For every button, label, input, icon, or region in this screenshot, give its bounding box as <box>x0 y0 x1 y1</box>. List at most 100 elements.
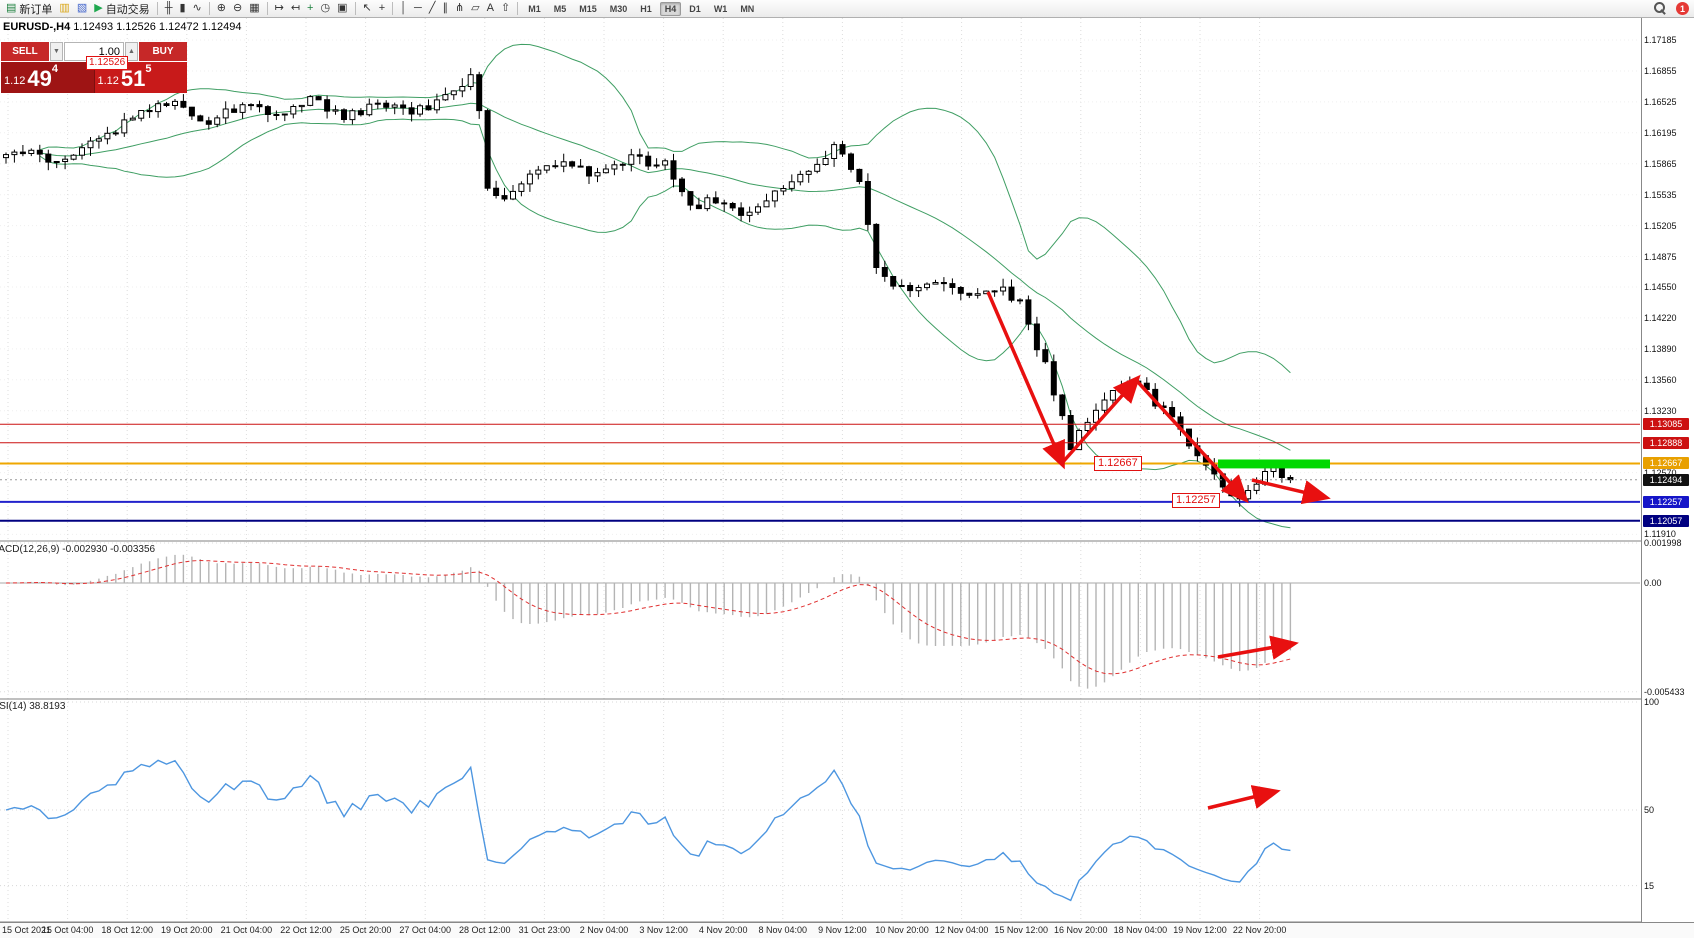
time-axis[interactable]: 15 Oct 2021 15 Oct 04:00 18 Oct 12:00 19 Oc… <box>0 922 1694 938</box>
price-line-label[interactable]: 1.13085 <box>1643 418 1689 431</box>
chart-shift-button[interactable]: ↤ <box>288 1 303 17</box>
periods-button[interactable]: ◷ <box>317 1 333 17</box>
price-scale-label: 1.13230 <box>1644 405 1677 416</box>
price-line-label[interactable]: 1.12494 <box>1643 473 1689 486</box>
line-chart-icon: ∿ <box>192 2 202 14</box>
channel-button[interactable]: ∥ <box>439 1 451 17</box>
timeframe-h1-button[interactable]: H1 <box>640 3 652 14</box>
price-line-label[interactable]: 1.12888 <box>1643 436 1689 449</box>
trend-arrow[interactable] <box>1251 478 1331 505</box>
price-scale-label: 1.16855 <box>1644 65 1677 76</box>
vertical-line-button[interactable]: │ <box>397 1 410 17</box>
timeframe-w1-button[interactable]: W1 <box>713 3 728 14</box>
order-price-label[interactable]: 1.12526 <box>86 56 129 70</box>
autotrading-button-label: 自动交易 <box>105 3 150 16</box>
sell-price[interactable]: 1.12 49 4 <box>1 62 95 93</box>
price-scale-label: 1.13890 <box>1644 343 1677 354</box>
time-axis-label: 12 Nov 04:00 <box>934 925 989 935</box>
symbol-period-label: EURUSD-,H4 <box>3 21 71 33</box>
shapes-button[interactable]: ▱ <box>468 1 482 17</box>
bollinger-middle-band[interactable] <box>39 102 1291 451</box>
time-axis-label: 22 Nov 20:00 <box>1232 925 1287 935</box>
time-axis-label: 18 Oct 12:00 <box>101 925 153 935</box>
trend-arrow[interactable] <box>1217 635 1299 660</box>
auto-scroll-button[interactable]: ↦ <box>272 1 287 17</box>
tile-windows-button[interactable]: ▦ <box>246 1 262 17</box>
price-scale-label: 1.14550 <box>1644 281 1677 292</box>
channel-icon: ∥ <box>442 2 448 14</box>
toolbar: ▤ 新订单 ▥ ▧ ▶ 自动交易 ╫ ▮ ∿ ⊕ ⊖ ▦ ↦ ↤ + ◷ ▣ ↖ + │ ─ ╱ ∥ ⋔ ▱ A ⇧ M1 M5 M15 M… <box>0 0 1694 18</box>
timeframe-m15-button[interactable]: M15 <box>579 3 597 14</box>
templates-button[interactable]: ▣ <box>334 1 350 17</box>
toolbar-separator <box>266 2 268 15</box>
timeframe-m1-button[interactable]: M1 <box>528 3 541 14</box>
shapes-icon: ▱ <box>471 2 480 14</box>
timeframe-mn-button[interactable]: MN <box>740 3 755 14</box>
timeframe-h4-button[interactable]: H4 <box>659 1 682 16</box>
indicators-button[interactable]: + <box>304 1 316 17</box>
text-button[interactable]: A <box>484 1 497 17</box>
price-line-label[interactable]: 1.12667 <box>1643 457 1689 470</box>
timeframe-d1-button[interactable]: D1 <box>689 3 701 14</box>
time-axis-label: 18 Nov 04:00 <box>1113 925 1168 935</box>
autotrading-button[interactable]: ▶ 自动交易 <box>91 1 152 17</box>
rsi-scale-label: 50 <box>1644 805 1655 815</box>
chart-title: EURUSD-,H4 1.12493 1.12526 1.12472 1.124… <box>3 21 242 33</box>
candlestick-chart-icon: ▮ <box>179 2 186 14</box>
trendline-button[interactable]: ╱ <box>426 1 439 17</box>
price-scale[interactable]: 1.17185 1.16855 1.16525 1.16195 1.15865 1.155… <box>1641 18 1694 922</box>
timeframe-m5-button[interactable]: M5 <box>553 3 567 14</box>
fibonacci-icon: ⋔ <box>454 2 465 14</box>
volume-increase-button[interactable]: ▲ <box>125 42 138 61</box>
arrows-button[interactable]: ⇧ <box>498 1 513 17</box>
sell-button[interactable]: SELL <box>1 42 49 61</box>
bollinger-upper-band[interactable] <box>39 43 1291 374</box>
bar-chart-button[interactable]: ╫ <box>162 1 176 17</box>
time-axis-label: 25 Oct 20:00 <box>339 925 392 935</box>
volume-decrease-button[interactable]: ▼ <box>50 42 63 61</box>
trend-arrow[interactable] <box>986 291 1065 470</box>
rsi-scale-label: 15 <box>1644 880 1655 891</box>
search-icon[interactable] <box>1654 2 1667 15</box>
indicators-icon: + <box>307 2 314 14</box>
fibonacci-button[interactable]: ⋔ <box>452 1 467 17</box>
horizontal-line-button[interactable]: ─ <box>411 1 425 17</box>
time-axis-label: 3 Nov 12:00 <box>639 925 688 935</box>
resistance-price-label[interactable]: 1.12667 <box>1094 456 1142 471</box>
trend-arrow[interactable] <box>1060 374 1141 465</box>
time-axis-label: 9 Nov 12:00 <box>818 925 867 935</box>
macd-signal-line <box>5 559 1291 675</box>
cursor-button[interactable]: ↖ <box>360 1 375 17</box>
line-chart-button[interactable]: ∿ <box>190 1 205 17</box>
time-axis-label: 28 Oct 12:00 <box>459 925 511 935</box>
toolbar-separator <box>517 2 519 15</box>
candlestick-chart-button[interactable]: ▮ <box>176 1 188 17</box>
price-scale-label: 1.12570 <box>1644 467 1677 478</box>
trend-arrow[interactable] <box>1134 378 1249 504</box>
charts-folder-button[interactable]: ▥ <box>56 1 72 17</box>
support-price-label[interactable]: 1.12257 <box>1172 493 1220 508</box>
zoom-out-icon: ⊖ <box>232 2 243 14</box>
price-scale-label: 1.14875 <box>1644 251 1677 262</box>
new-order-button[interactable]: ▤ 新订单 <box>3 1 55 17</box>
buy-button[interactable]: BUY <box>139 42 187 61</box>
macd-scale-label: -0.005433 <box>1644 686 1685 697</box>
notification-badge[interactable]: 1 <box>1676 2 1689 15</box>
time-axis-label: 2 Nov 04:00 <box>579 925 629 935</box>
crosshair-button[interactable]: + <box>376 1 388 17</box>
price-scale-label: 1.16525 <box>1644 96 1677 107</box>
timeframe-m30-button[interactable]: M30 <box>609 3 628 14</box>
chart-shift-icon: ↤ <box>290 2 301 14</box>
price-line-label[interactable]: 1.12257 <box>1643 495 1689 508</box>
time-axis-label: 8 Nov 04:00 <box>758 925 808 935</box>
zoom-out-button[interactable]: ⊖ <box>230 1 245 17</box>
price-line-label[interactable]: 1.12057 <box>1643 514 1689 527</box>
zoom-in-button[interactable]: ⊕ <box>214 1 229 17</box>
trend-arrow[interactable] <box>1207 785 1281 810</box>
supply-zone-rect[interactable] <box>1218 459 1330 469</box>
profiles-button[interactable]: ▧ <box>74 1 90 17</box>
buy-price[interactable]: 1.12 51 5 <box>94 62 187 93</box>
zoom-in-icon: ⊕ <box>216 2 226 14</box>
